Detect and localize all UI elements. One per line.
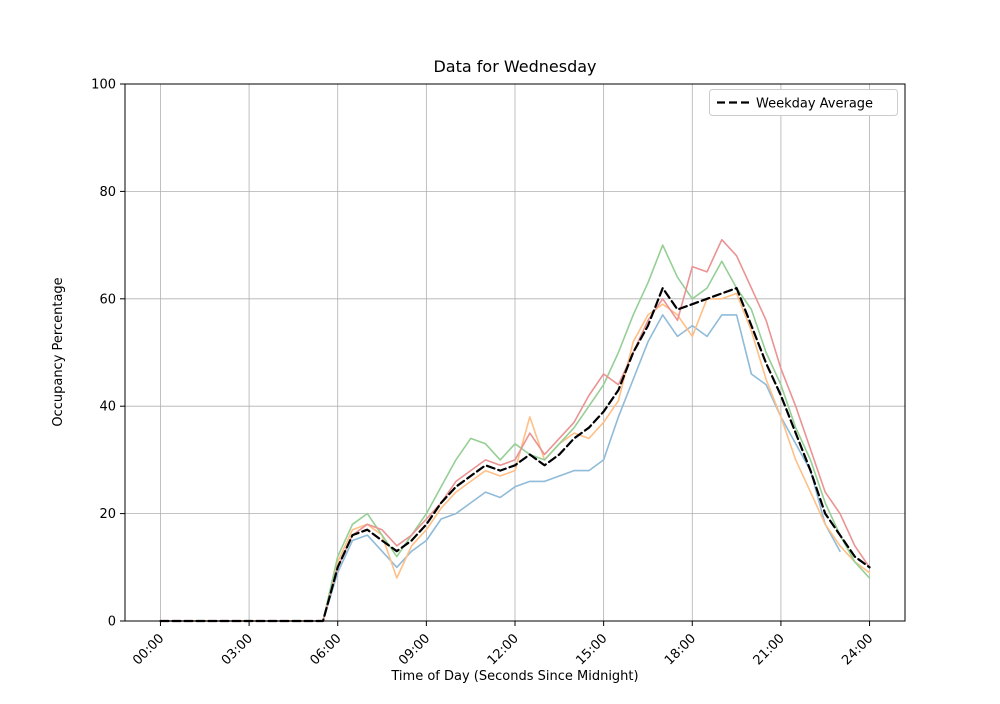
x-tick-label: 15:00 [573,631,610,668]
y-tick-label: 100 [91,78,116,93]
x-tick-label: 09:00 [396,631,433,668]
x-tick-label: 24:00 [839,631,876,668]
x-tick-label: 21:00 [751,631,788,668]
x-tick-label: 18:00 [662,631,699,668]
x-axis-label: Time of Day (Seconds Since Midnight) [390,669,638,684]
y-tick-label: 40 [99,400,116,415]
y-axis-label: Occupancy Percentage [51,277,66,426]
x-tick-label: 06:00 [307,631,344,668]
series-line-weekday-average [159,287,871,623]
chart-title: Data for Wednesday [433,57,596,76]
y-tick-label: 80 [99,185,116,200]
axis-ticks: 0 20 40 60 80 100 00:00 03:00 06:00 09:00 12:00 15:… [91,78,876,669]
x-tick-label: 00:00 [130,631,167,668]
series-line-day-1-blue [159,314,841,622]
y-tick-label: 60 [99,292,116,307]
legend: Weekday Average [709,89,898,116]
x-tick-label: 12:00 [485,631,522,668]
x-tick-label: 03:00 [219,631,256,668]
grid-lines [125,83,905,622]
y-tick-label: 20 [99,507,116,522]
y-tick-label: 0 [108,615,116,630]
legend-label: Weekday Average [756,97,873,112]
legend-box [709,89,898,116]
